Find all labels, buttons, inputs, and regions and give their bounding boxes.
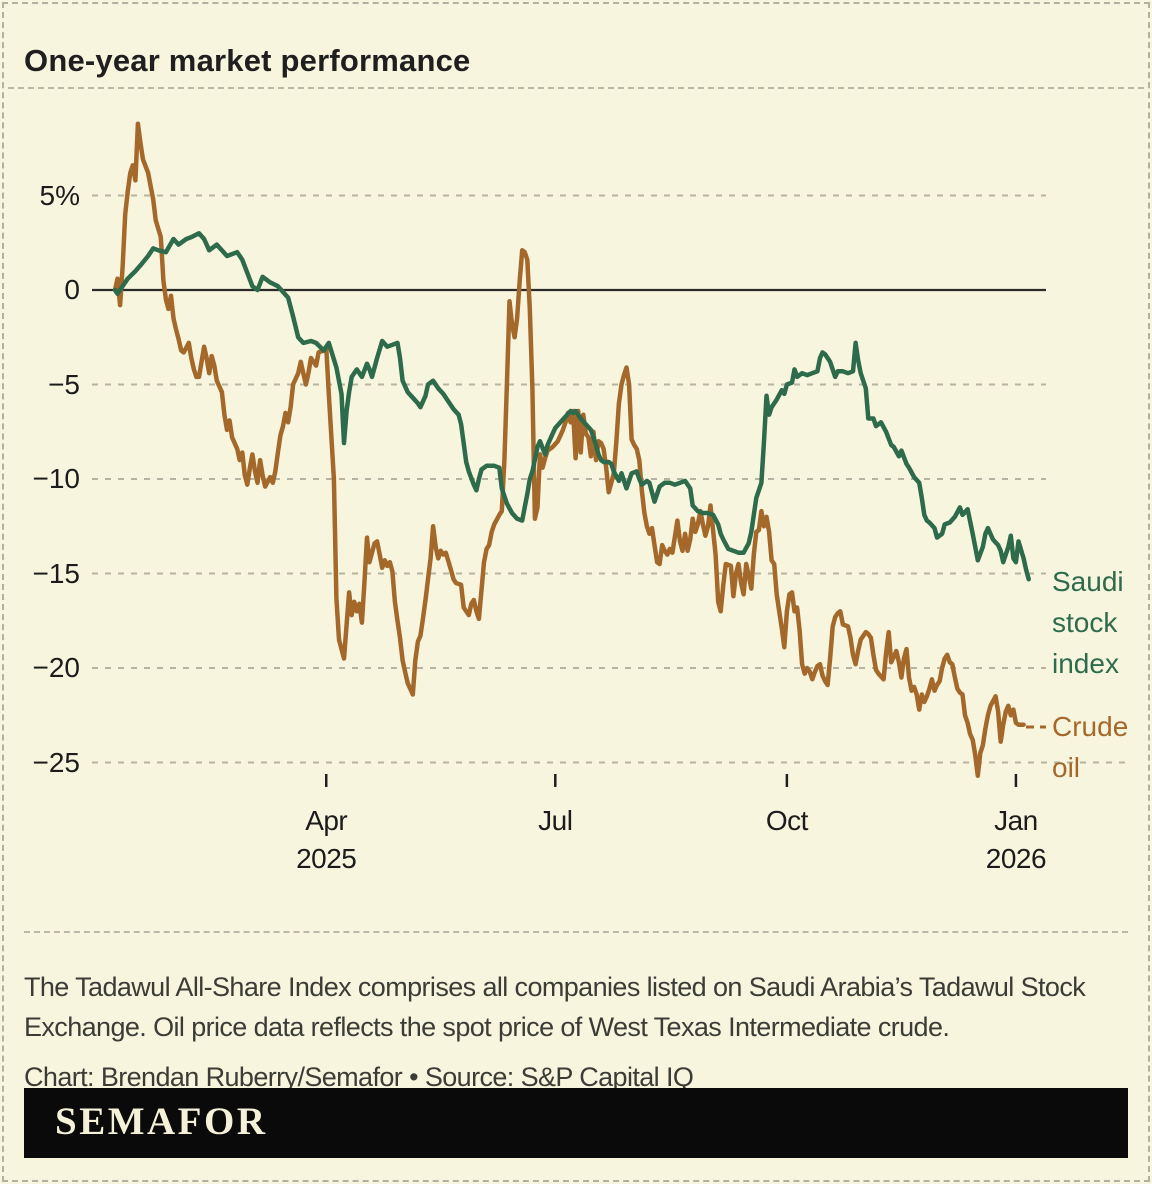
year-label: 2025 (296, 843, 357, 874)
x-tick-label-Jul: Jul (485, 802, 625, 840)
y-tick-label-−5: −5 (48, 368, 80, 400)
y-tick-label-0: 0 (64, 274, 80, 305)
year-label: 2026 (985, 843, 1047, 874)
y-tick-label-−15: −15 (32, 557, 81, 589)
title-separator-rule (8, 87, 1144, 89)
month-label: Jul (538, 805, 573, 836)
month-label: Jan (994, 805, 1038, 836)
methodology-note: The Tadawul All-Share Index comprises al… (24, 972, 1086, 1042)
y-tick-label-−20: −20 (32, 652, 81, 683)
saudi-stock-index-line-label: Saudi stock index (1052, 566, 1124, 679)
x-tick-label-Apr: Apr 2025 (256, 802, 396, 878)
month-label: Oct (765, 805, 809, 836)
x-tick-label-Oct: Oct (717, 802, 857, 840)
y-tick-label-−10: −10 (32, 463, 81, 494)
x-tick-label-Jan: Jan 2026 (946, 802, 1086, 878)
chart-credit-source: Chart: Brendan Ruberry/Semafor • Source:… (24, 1062, 694, 1092)
line-saudi-stock-index (112, 231, 1031, 582)
y-tick-label-−25: −25 (32, 746, 81, 778)
semafor-wordmark: SEMAFOR (55, 1099, 268, 1143)
y-tick-label-5%: 5% (39, 179, 80, 211)
month-label: Apr (305, 805, 348, 836)
chart-title: One-year market performance (24, 42, 471, 78)
crude-oil-line-label: Crude oil (1052, 711, 1129, 783)
footer-separator-rule (24, 931, 1128, 933)
line-crude-oil (112, 121, 1026, 778)
semafor-logo-bar: SEMAFOR (24, 1088, 1128, 1158)
